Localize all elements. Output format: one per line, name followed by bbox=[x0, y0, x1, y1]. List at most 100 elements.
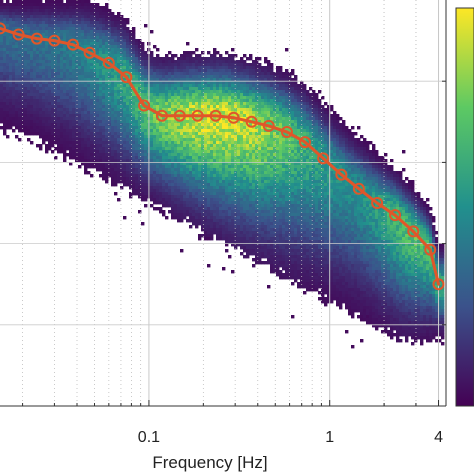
heatmap-cell bbox=[228, 57, 232, 61]
heatmap-cell bbox=[42, 45, 46, 49]
heatmap-cell bbox=[114, 126, 118, 130]
heatmap-cell bbox=[264, 66, 268, 70]
heatmap-cell bbox=[261, 87, 265, 91]
heatmap-cell bbox=[123, 105, 127, 109]
heatmap-cell bbox=[99, 81, 103, 85]
heatmap-cell bbox=[240, 246, 244, 250]
heatmap-cell bbox=[132, 120, 136, 124]
heatmap-cell bbox=[216, 66, 220, 70]
heatmap-cell bbox=[27, 78, 31, 82]
heatmap-cell bbox=[150, 30, 154, 34]
heatmap-cell bbox=[45, 120, 49, 124]
heatmap-cell bbox=[198, 123, 202, 127]
heatmap-cell bbox=[207, 159, 211, 163]
heatmap-cell bbox=[249, 156, 253, 160]
heatmap-cell bbox=[159, 159, 163, 163]
heatmap-cell bbox=[189, 198, 193, 202]
heatmap-cell bbox=[255, 153, 259, 157]
heatmap-cell bbox=[84, 42, 88, 46]
heatmap-cell bbox=[81, 135, 85, 139]
heatmap-cell bbox=[87, 45, 91, 49]
heatmap-cell bbox=[66, 27, 70, 31]
heatmap-cell bbox=[207, 84, 211, 88]
heatmap-cell bbox=[24, 39, 28, 43]
heatmap-cell bbox=[207, 201, 211, 205]
heatmap-cell bbox=[255, 189, 259, 193]
heatmap-cell bbox=[249, 234, 253, 238]
heatmap-cell bbox=[237, 156, 241, 160]
heatmap-cell bbox=[54, 141, 58, 145]
heatmap-cell bbox=[72, 75, 76, 79]
heatmap-cell bbox=[174, 102, 178, 106]
heatmap-cell bbox=[96, 48, 100, 52]
heatmap-cell bbox=[186, 93, 190, 97]
heatmap-cell bbox=[27, 111, 31, 115]
heatmap-cell bbox=[213, 222, 217, 226]
heatmap-cell bbox=[18, 39, 22, 43]
heatmap-cell bbox=[180, 189, 184, 193]
heatmap-cell bbox=[60, 111, 64, 115]
heatmap-cell bbox=[117, 87, 121, 91]
heatmap-cell bbox=[39, 84, 43, 88]
heatmap-cell bbox=[150, 156, 154, 160]
heatmap-cell bbox=[12, 12, 16, 16]
heatmap-cell bbox=[171, 81, 175, 85]
heatmap-cell bbox=[189, 201, 193, 205]
heatmap-cell bbox=[237, 174, 241, 178]
heatmap-cell bbox=[180, 165, 184, 169]
heatmap-cell bbox=[174, 144, 178, 148]
heatmap-cell bbox=[48, 90, 52, 94]
heatmap-cell bbox=[255, 105, 259, 109]
heatmap-cell bbox=[243, 219, 247, 223]
heatmap-cell bbox=[255, 108, 259, 112]
heatmap-cell bbox=[180, 99, 184, 103]
heatmap-cell bbox=[234, 144, 238, 148]
heatmap-cell bbox=[264, 141, 268, 145]
heatmap-cell bbox=[243, 153, 247, 157]
heatmap-cell bbox=[117, 162, 121, 166]
heatmap-cell bbox=[267, 225, 271, 229]
heatmap-cell bbox=[264, 219, 268, 223]
heatmap-cell bbox=[63, 87, 67, 91]
heatmap-cell bbox=[189, 180, 193, 184]
heatmap-cell bbox=[243, 54, 247, 58]
heatmap-cell bbox=[36, 21, 40, 25]
heatmap-cell bbox=[78, 96, 82, 100]
heatmap-cell bbox=[36, 51, 40, 55]
heatmap-cell bbox=[90, 156, 94, 160]
heatmap-cell bbox=[213, 54, 217, 58]
heatmap-cell bbox=[45, 9, 49, 13]
heatmap-cell bbox=[264, 213, 268, 217]
heatmap-cell bbox=[216, 231, 220, 235]
heatmap-cell bbox=[234, 135, 238, 139]
heatmap-cell bbox=[3, 3, 7, 7]
heatmap-cell bbox=[258, 216, 262, 220]
heatmap-cell bbox=[171, 87, 175, 91]
heatmap-cell bbox=[183, 210, 187, 214]
heatmap-cell bbox=[72, 108, 76, 112]
heatmap-cell bbox=[264, 93, 268, 97]
heatmap-cell bbox=[66, 120, 70, 124]
heatmap-cell bbox=[66, 111, 70, 115]
heatmap-cell bbox=[129, 51, 133, 55]
heatmap-cell bbox=[225, 105, 229, 109]
heatmap-cell bbox=[150, 141, 154, 145]
heatmap-cell bbox=[186, 204, 190, 208]
heatmap-cell bbox=[252, 78, 256, 82]
heatmap-cell bbox=[30, 18, 34, 22]
heatmap-cell bbox=[117, 141, 121, 145]
heatmap-cell bbox=[225, 189, 229, 193]
heatmap-cell bbox=[120, 84, 124, 88]
heatmap-cell bbox=[249, 195, 253, 199]
heatmap-cell bbox=[192, 177, 196, 181]
heatmap-cell bbox=[255, 246, 259, 250]
heatmap-cell bbox=[63, 57, 67, 61]
heatmap-cell bbox=[114, 48, 118, 52]
heatmap-cell bbox=[36, 54, 40, 58]
heatmap-cell bbox=[36, 105, 40, 109]
heatmap-cell bbox=[168, 168, 172, 172]
heatmap-cell bbox=[189, 210, 193, 214]
heatmap-cell bbox=[105, 108, 109, 112]
heatmap-cell bbox=[258, 237, 262, 241]
heatmap-cell bbox=[255, 228, 259, 232]
